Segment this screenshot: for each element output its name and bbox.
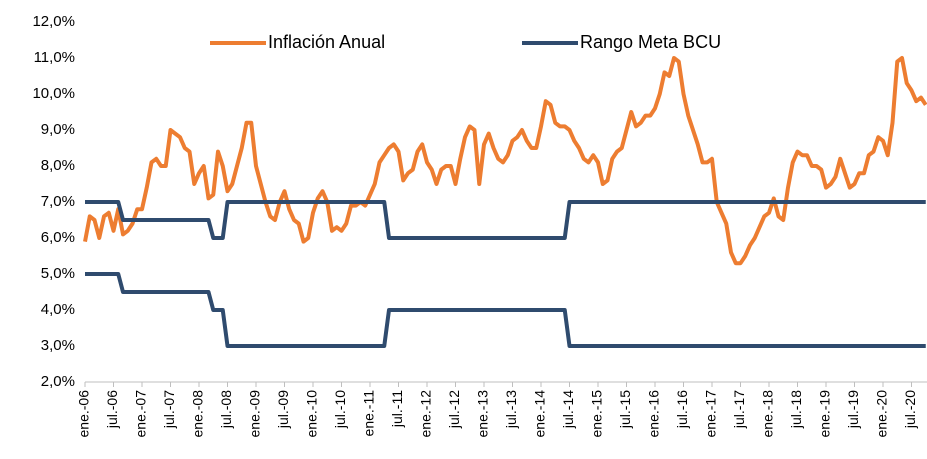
x-tick-label: ene.-20 bbox=[874, 390, 890, 438]
x-tick-label: jul.-13 bbox=[503, 390, 519, 429]
x-tick-label: jul.-17 bbox=[731, 390, 747, 429]
x-tick-label: ene.-15 bbox=[589, 390, 605, 438]
y-tick-label: 5,0% bbox=[41, 265, 75, 282]
x-tick-label: ene.-13 bbox=[475, 390, 491, 438]
y-tick-label: 6,0% bbox=[41, 229, 75, 246]
x-tick-label: jul.-06 bbox=[104, 390, 120, 429]
x-tick-label: jul.-10 bbox=[332, 390, 348, 429]
x-tick-label: ene.-19 bbox=[817, 390, 833, 438]
x-tick-label: jul.-12 bbox=[446, 390, 462, 429]
x-tick-label: jul.-11 bbox=[389, 390, 405, 428]
x-tick-label: jul.-15 bbox=[617, 390, 633, 429]
x-tick-label: ene.-10 bbox=[304, 390, 320, 438]
x-tick-label: ene.-16 bbox=[646, 390, 662, 438]
x-tick-label: ene.-18 bbox=[760, 390, 776, 438]
y-tick-label: 11,0% bbox=[34, 49, 75, 66]
x-tick-label: ene.-08 bbox=[190, 390, 206, 438]
x-tick-label: jul.-09 bbox=[275, 390, 291, 429]
x-tick-label: jul.-08 bbox=[218, 390, 234, 429]
y-tick-label: 9,0% bbox=[41, 121, 75, 138]
x-tick-label: jul.-19 bbox=[845, 390, 861, 429]
y-tick-label: 4,0% bbox=[41, 301, 75, 318]
x-tick-label: ene.-07 bbox=[133, 390, 149, 438]
series-line bbox=[85, 272, 926, 348]
legend-label: Inflación Anual bbox=[268, 32, 385, 52]
x-tick-label: ene.-09 bbox=[247, 390, 263, 438]
x-tick-label: ene.-14 bbox=[532, 390, 548, 438]
y-tick-label: 10,0% bbox=[32, 85, 75, 102]
legend-label: Rango Meta BCU bbox=[580, 32, 721, 52]
x-tick-label: ene.-06 bbox=[76, 390, 92, 438]
y-tick-label: 7,0% bbox=[41, 193, 75, 210]
x-tick-label: ene.-17 bbox=[703, 390, 719, 438]
x-tick-label: jul.-20 bbox=[902, 390, 918, 429]
series-line bbox=[85, 200, 926, 240]
x-tick-label: jul.-14 bbox=[560, 390, 576, 429]
y-tick-label: 3,0% bbox=[41, 337, 75, 354]
x-tick-label: ene.-12 bbox=[418, 390, 434, 438]
x-tick-label: jul.-18 bbox=[788, 390, 804, 429]
x-tick-label: ene.-11 bbox=[361, 390, 377, 437]
x-tick-label: jul.-07 bbox=[161, 390, 177, 429]
y-tick-label: 2,0% bbox=[41, 373, 75, 390]
y-tick-label: 8,0% bbox=[41, 157, 75, 174]
y-tick-label: 12,0% bbox=[32, 13, 75, 30]
x-tick-label: jul.-16 bbox=[674, 390, 690, 429]
